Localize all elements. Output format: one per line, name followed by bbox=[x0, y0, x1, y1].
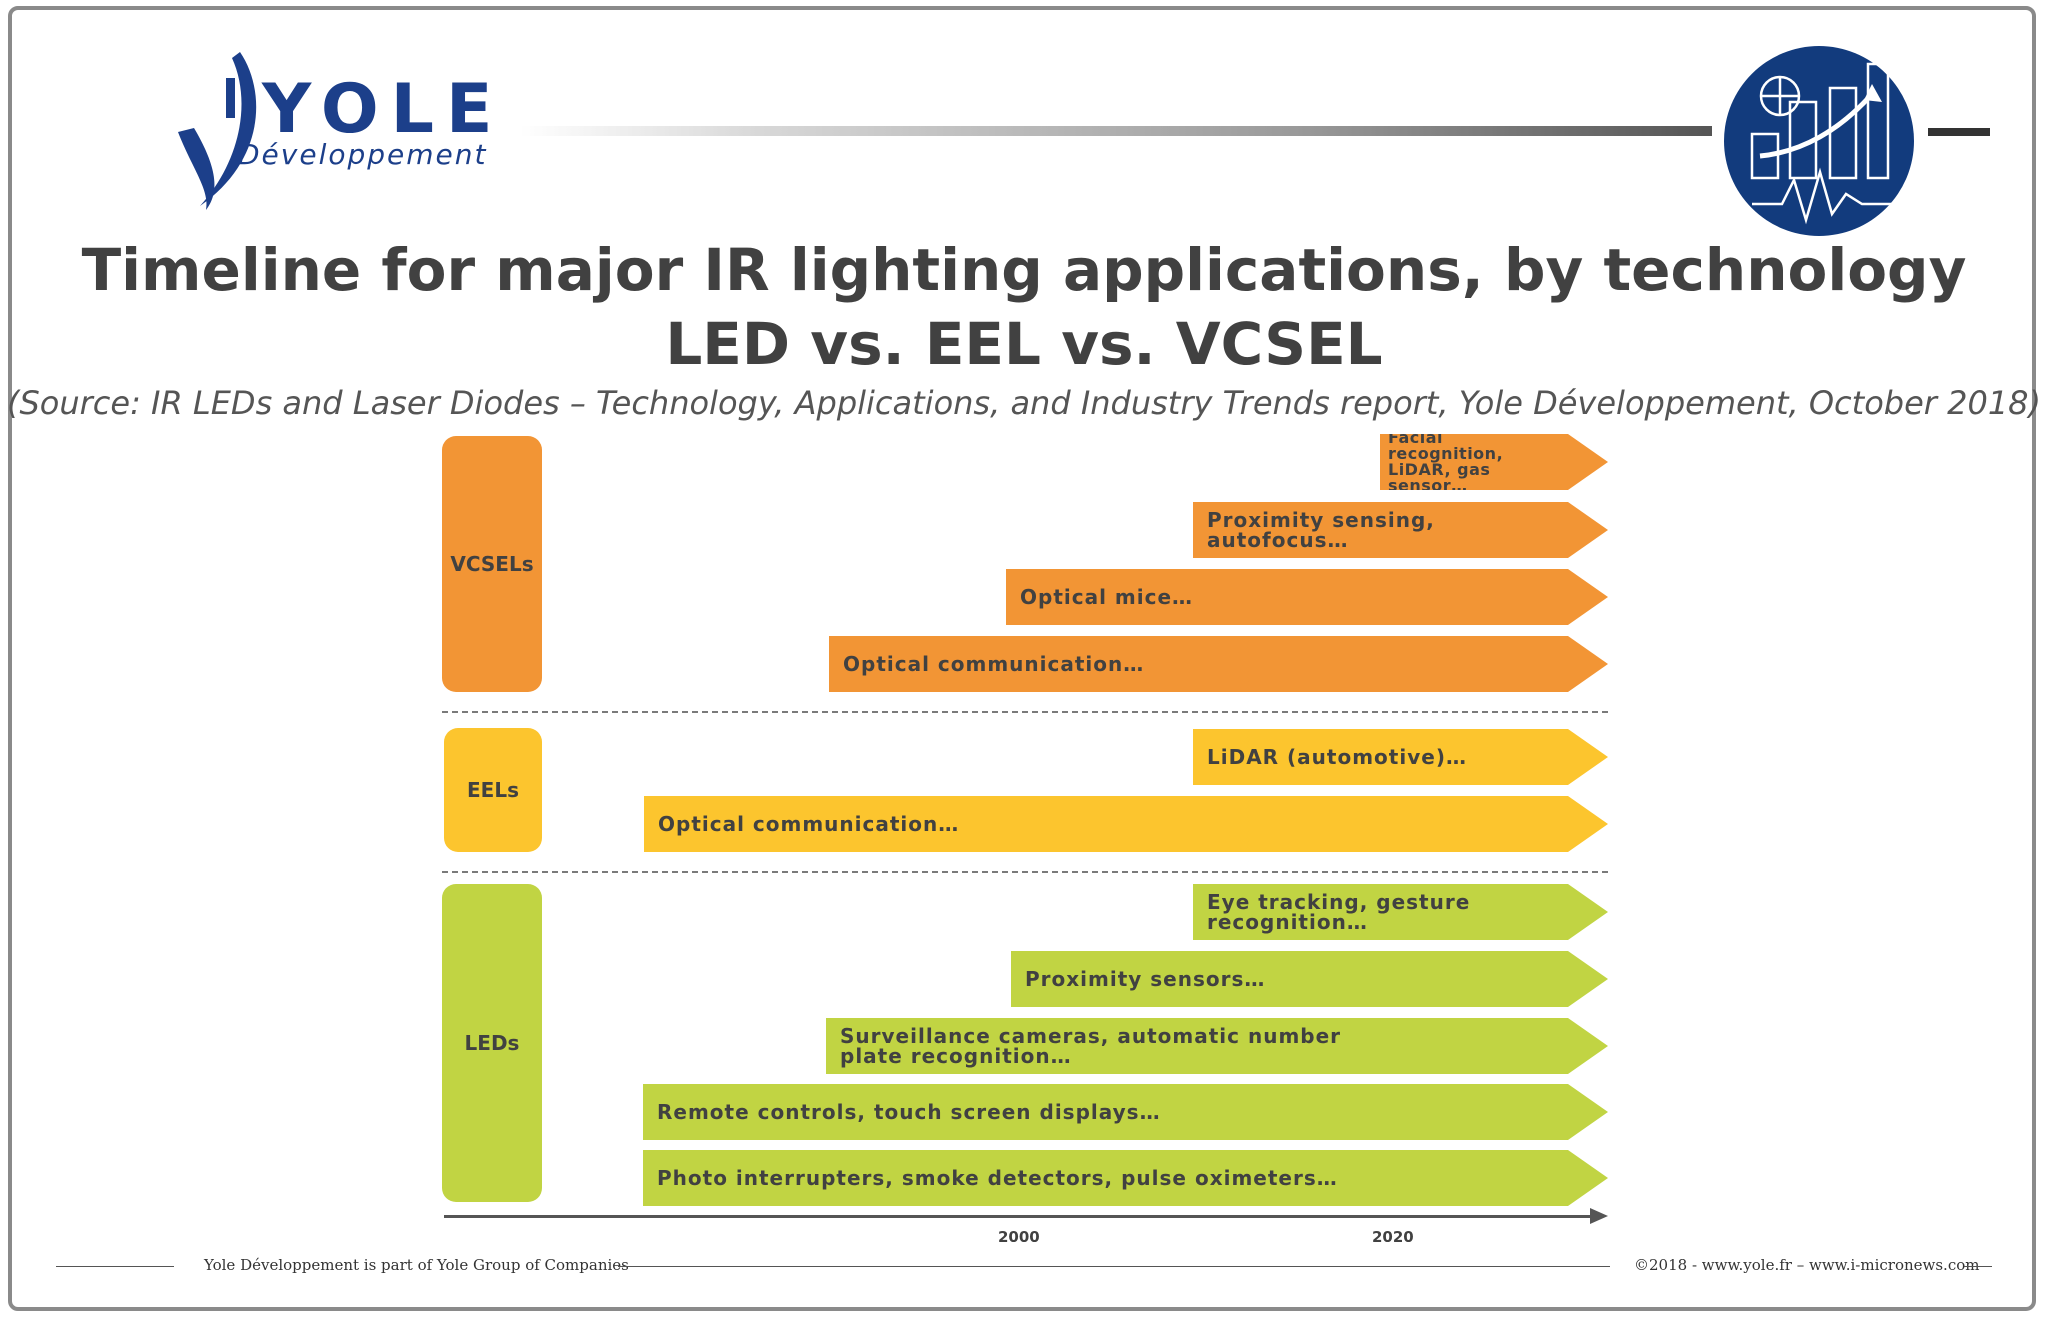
yole-logo: YOLE Développement bbox=[170, 50, 500, 210]
time-axis bbox=[444, 1215, 1594, 1218]
timeline-arrow-vcsel-proximity-sensing: Proximity sensing, autofocus… bbox=[1193, 502, 1608, 558]
logo-wordmark: YOLE bbox=[262, 70, 505, 149]
time-axis-arrowhead bbox=[1590, 1208, 1608, 1224]
logo-subtitle: Développement bbox=[238, 138, 488, 171]
source-note: (Source: IR LEDs and Laser Diodes – Tech… bbox=[6, 384, 2042, 422]
footer-line bbox=[1964, 1266, 1992, 1267]
timeline-arrow-vcsel-optical-communication: Optical communication… bbox=[829, 636, 1608, 692]
main-title: Timeline for major IR lighting applicati… bbox=[81, 236, 1967, 304]
timeline-arrow-led-photo-interrupters: Photo interrupters, smoke detectors, pul… bbox=[643, 1150, 1608, 1206]
group-label-leds: LEDs bbox=[442, 884, 542, 1202]
group-divider bbox=[442, 711, 1608, 713]
timeline-arrow-led-eye-tracking: Eye tracking, gesture recognition… bbox=[1193, 884, 1608, 940]
axis-tick-label: 2020 bbox=[1372, 1228, 1414, 1246]
axis-tick-label: 2000 bbox=[998, 1228, 1040, 1246]
timeline-arrow-led-proximity-sensors: Proximity sensors… bbox=[1011, 951, 1608, 1007]
header-line-end bbox=[1928, 128, 1990, 136]
group-divider bbox=[442, 871, 1608, 873]
footer-right-text: ©2018 - www.yole.fr – www.i-micronews.co… bbox=[1634, 1256, 1980, 1274]
timeline-arrow-eel-optical-communication: Optical communication… bbox=[644, 796, 1608, 852]
group-label-vcsels: VCSELs bbox=[442, 436, 542, 692]
header-gradient-line bbox=[520, 126, 1712, 136]
timeline-arrow-eel-lidar: LiDAR (automotive)… bbox=[1193, 729, 1608, 785]
timeline-arrow-vcsel-optical-mice: Optical mice… bbox=[1006, 569, 1608, 625]
footer-line bbox=[56, 1266, 174, 1267]
timeline-arrow-led-surveillance-cameras: Surveillance cameras, automatic number p… bbox=[826, 1018, 1608, 1074]
footer-line bbox=[618, 1266, 1610, 1267]
footer-left-text: Yole Développement is part of Yole Group… bbox=[204, 1256, 629, 1274]
timeline-arrow-vcsel-facial-recognition: Facial recognition, LiDAR, gas sensor… bbox=[1380, 434, 1608, 490]
chart-analytics-icon bbox=[1724, 46, 1914, 236]
timeline-arrow-led-remote-controls: Remote controls, touch screen displays… bbox=[643, 1084, 1608, 1140]
yole-swoosh-icon bbox=[178, 52, 257, 210]
main-subtitle: LED vs. EEL vs. VCSEL bbox=[665, 310, 1383, 378]
group-label-eels: EELs bbox=[444, 728, 542, 852]
